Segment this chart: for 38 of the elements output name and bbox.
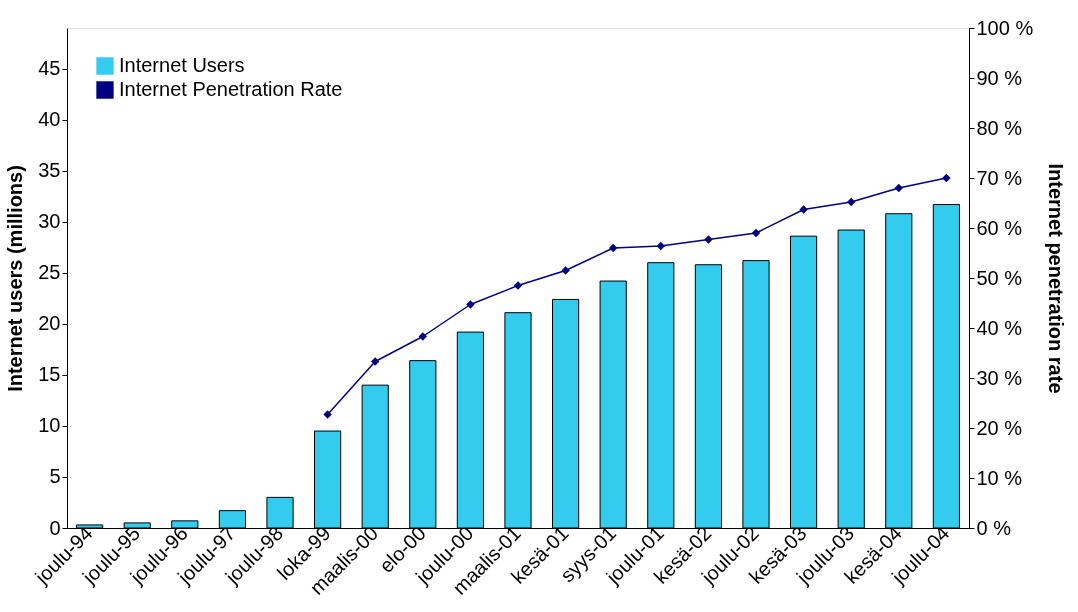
point bbox=[609, 243, 618, 253]
point bbox=[942, 173, 951, 183]
y2-tick-label: 100 % bbox=[976, 16, 1034, 39]
y2-tick-label: 90 % bbox=[976, 66, 1023, 89]
y-tick-label: 5 bbox=[49, 465, 61, 488]
y2-tick-label: 70 % bbox=[976, 166, 1023, 189]
y2-tick-label: 20 % bbox=[976, 416, 1023, 439]
point bbox=[371, 357, 380, 366]
y-tick-label: 20 bbox=[38, 312, 61, 335]
y-tick-label: 15 bbox=[38, 363, 61, 386]
y2-tick-label: 50 % bbox=[976, 266, 1023, 289]
point bbox=[323, 410, 332, 419]
y2-axis-title: Internet penetration rate bbox=[1045, 163, 1068, 394]
y-tick-label: 25 bbox=[38, 261, 61, 284]
y2-tick-label: 0 % bbox=[976, 516, 1012, 539]
y2-tick-label: 60 % bbox=[976, 216, 1023, 239]
point bbox=[513, 281, 523, 290]
point bbox=[799, 205, 808, 214]
legend-label: Internet Penetration Rate bbox=[119, 78, 343, 100]
y-tick-label: 45 bbox=[38, 57, 61, 80]
y-tick-label: 30 bbox=[38, 210, 61, 233]
y-axis-title: Internet users (millions) bbox=[4, 165, 27, 392]
point bbox=[704, 235, 713, 244]
point bbox=[656, 241, 665, 251]
y-tick-label: 40 bbox=[38, 108, 61, 131]
legend-label: Internet Users bbox=[119, 54, 245, 76]
point bbox=[418, 332, 427, 341]
y2-tick-label: 40 % bbox=[976, 316, 1023, 339]
point bbox=[751, 228, 761, 238]
y-tick-label: 10 bbox=[38, 414, 61, 437]
y2-tick-label: 30 % bbox=[976, 366, 1023, 389]
point bbox=[847, 197, 856, 207]
point bbox=[894, 183, 903, 193]
point bbox=[561, 266, 570, 275]
point bbox=[466, 300, 475, 309]
y2-tick-label: 10 % bbox=[976, 466, 1023, 489]
y-tick-label: 35 bbox=[38, 159, 61, 182]
y2-tick-label: 80 % bbox=[976, 116, 1023, 139]
